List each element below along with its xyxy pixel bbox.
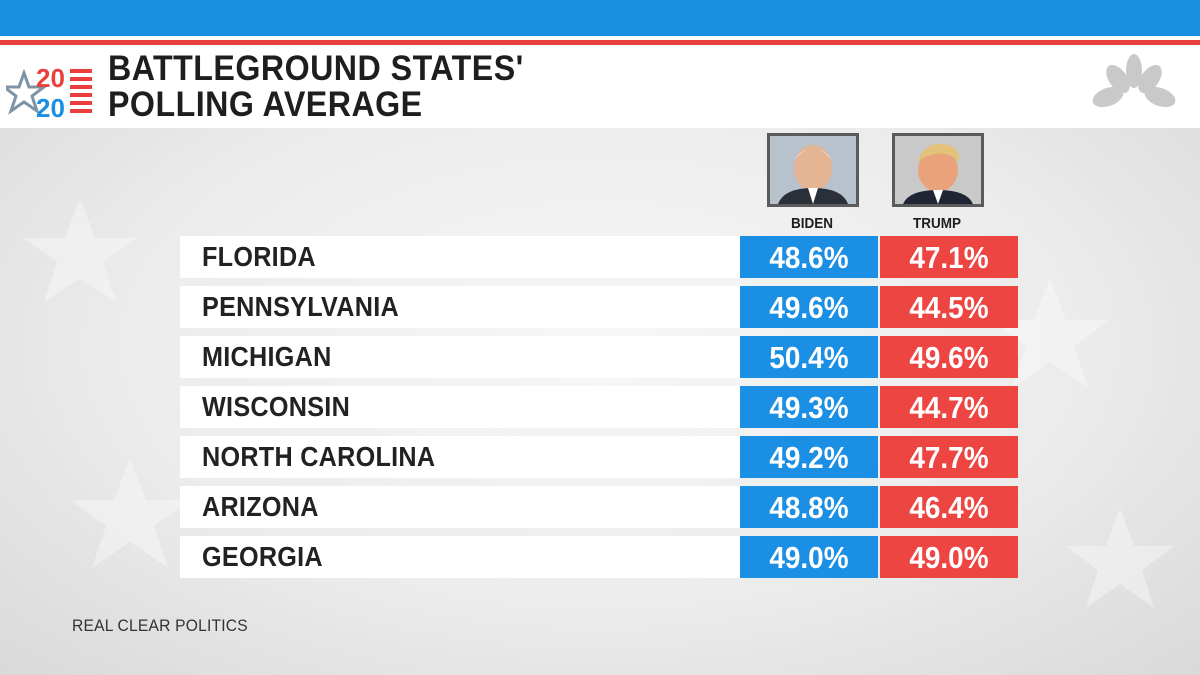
trump-value-cell: 49.0% [880,536,1018,578]
trump-value: 47.1% [909,240,989,275]
state-cell: FLORIDA [180,236,740,278]
biden-value-cell: 49.2% [740,436,878,478]
table-row: PENNSYLVANIA 49.6% 44.5% [180,286,1018,328]
state-cell: ARIZONA [180,486,740,528]
state-label: GEORGIA [202,541,323,572]
biden-value: 50.4% [769,340,849,375]
trump-value: 47.7% [909,440,989,475]
state-cell: PENNSYLVANIA [180,286,740,328]
background-stars [23,198,1174,608]
biden-value-cell: 49.3% [740,386,878,428]
state-cell: GEORGIA [180,536,740,578]
table-row: GEORGIA 49.0% 49.0% [180,536,1018,578]
peacock-icon [1092,54,1176,108]
election-2020-logo: 20 20 [6,63,92,123]
state-cell: MICHIGAN [180,336,740,378]
trump-value: 46.4% [909,490,989,525]
state-cell: NORTH CAROLINA [180,436,740,478]
trump-value: 44.5% [909,290,989,325]
biden-value: 49.6% [769,290,849,325]
biden-value-cell: 49.6% [740,286,878,328]
biden-value-cell: 48.8% [740,486,878,528]
top-blue-band [0,0,1200,36]
top-red-stripe [0,40,1200,45]
svg-text:20: 20 [36,93,65,123]
state-cell: WISCONSIN [180,386,740,428]
trump-portrait [892,133,984,207]
state-label: PENNSYLVANIA [202,291,399,322]
biden-value: 49.2% [769,440,849,475]
biden-value: 48.8% [769,490,849,525]
top-white-stripe [0,36,1200,40]
candidate-label-trump: TRUMP [912,215,961,232]
biden-portrait [767,133,859,207]
table-row: NORTH CAROLINA 49.2% 47.7% [180,436,1018,478]
star-icon [6,68,49,115]
biden-value-cell: 49.0% [740,536,878,578]
header-bar: 20 20 BATTLEGROUND STATES' POLLING AVERA… [0,45,1200,128]
candidate-label-biden: BIDEN [790,215,833,232]
page-title: BATTLEGROUND STATES' POLLING AVERAGE [108,51,524,123]
trump-value-cell: 44.7% [880,386,1018,428]
state-label: FLORIDA [202,241,316,272]
title-line-1: BATTLEGROUND STATES' [108,49,524,88]
trump-value-cell: 49.6% [880,336,1018,378]
source-credit: REAL CLEAR POLITICS [72,616,248,635]
table-row: MICHIGAN 50.4% 49.6% [180,336,1018,378]
title-line-2: POLLING AVERAGE [108,85,423,124]
biden-value-cell: 50.4% [740,336,878,378]
svg-text:20: 20 [36,63,65,93]
state-label: MICHIGAN [202,341,332,372]
table-row: ARIZONA 48.8% 46.4% [180,486,1018,528]
trump-value: 44.7% [909,390,989,425]
trump-value-cell: 44.5% [880,286,1018,328]
trump-value: 49.6% [909,340,989,375]
state-label: WISCONSIN [202,391,351,422]
state-label: NORTH CAROLINA [202,441,436,472]
table-row: FLORIDA 48.6% 47.1% [180,236,1018,278]
biden-value: 49.3% [769,390,849,425]
table-row: WISCONSIN 49.3% 44.7% [180,386,1018,428]
trump-value-cell: 47.7% [880,436,1018,478]
biden-value-cell: 48.6% [740,236,878,278]
trump-value-cell: 46.4% [880,486,1018,528]
biden-value: 48.6% [769,240,849,275]
biden-value: 49.0% [769,540,849,575]
state-label: ARIZONA [202,491,319,522]
trump-value-cell: 47.1% [880,236,1018,278]
trump-value: 49.0% [909,540,989,575]
